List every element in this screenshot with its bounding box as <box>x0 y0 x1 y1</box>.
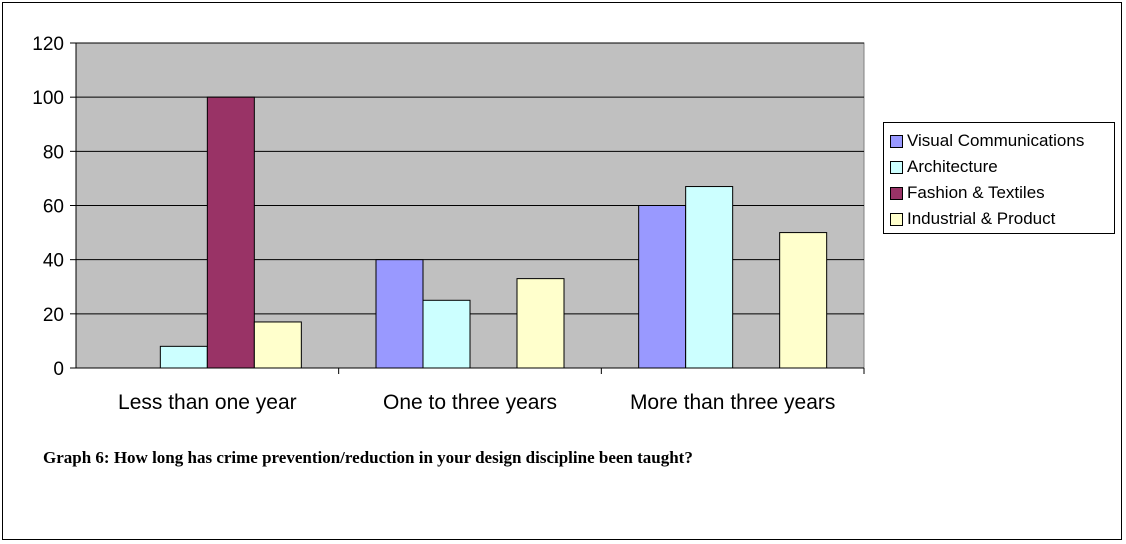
bar <box>779 232 828 369</box>
legend-label: Visual Communications <box>907 131 1085 150</box>
legend-swatch <box>890 186 903 200</box>
legend-item: Fashion & Textiles <box>890 180 1114 206</box>
bar <box>375 259 424 369</box>
bar <box>516 278 565 369</box>
legend-label: Industrial & Product <box>907 209 1056 228</box>
x-category-label: More than three years <box>630 391 835 414</box>
x-category-label: One to three years <box>383 391 557 414</box>
legend-item: Visual Communications <box>890 128 1114 154</box>
chart-caption: Graph 6: How long has crime prevention/r… <box>43 448 693 467</box>
bar <box>206 96 255 369</box>
legend-swatch <box>890 134 903 148</box>
y-tick-label: 100 <box>32 88 64 109</box>
bar <box>422 299 471 369</box>
y-tick-label: 40 <box>43 251 64 272</box>
legend-label: Architecture <box>907 157 998 176</box>
bar-chart: 0 20 40 60 80 100 120 Less than one year One to … <box>32 34 865 414</box>
y-tick-label: 20 <box>43 305 64 326</box>
bar <box>685 186 734 369</box>
y-tick-label: 80 <box>43 142 64 163</box>
y-tick-label: 0 <box>53 359 64 380</box>
y-tick-label: 120 <box>32 34 64 55</box>
y-tick-label: 60 <box>43 197 64 218</box>
legend-swatch <box>890 212 903 226</box>
bar <box>253 321 302 369</box>
legend-swatch <box>890 160 903 174</box>
chart-legend: Visual Communications Architecture Fashion… <box>883 122 1115 234</box>
bar <box>638 205 687 369</box>
x-category-label: Less than one year <box>118 391 297 414</box>
legend-item: Architecture <box>890 154 1114 180</box>
legend-item: Industrial & Product <box>890 206 1114 232</box>
legend-label: Fashion & Textiles <box>907 183 1045 202</box>
bar <box>159 345 208 369</box>
